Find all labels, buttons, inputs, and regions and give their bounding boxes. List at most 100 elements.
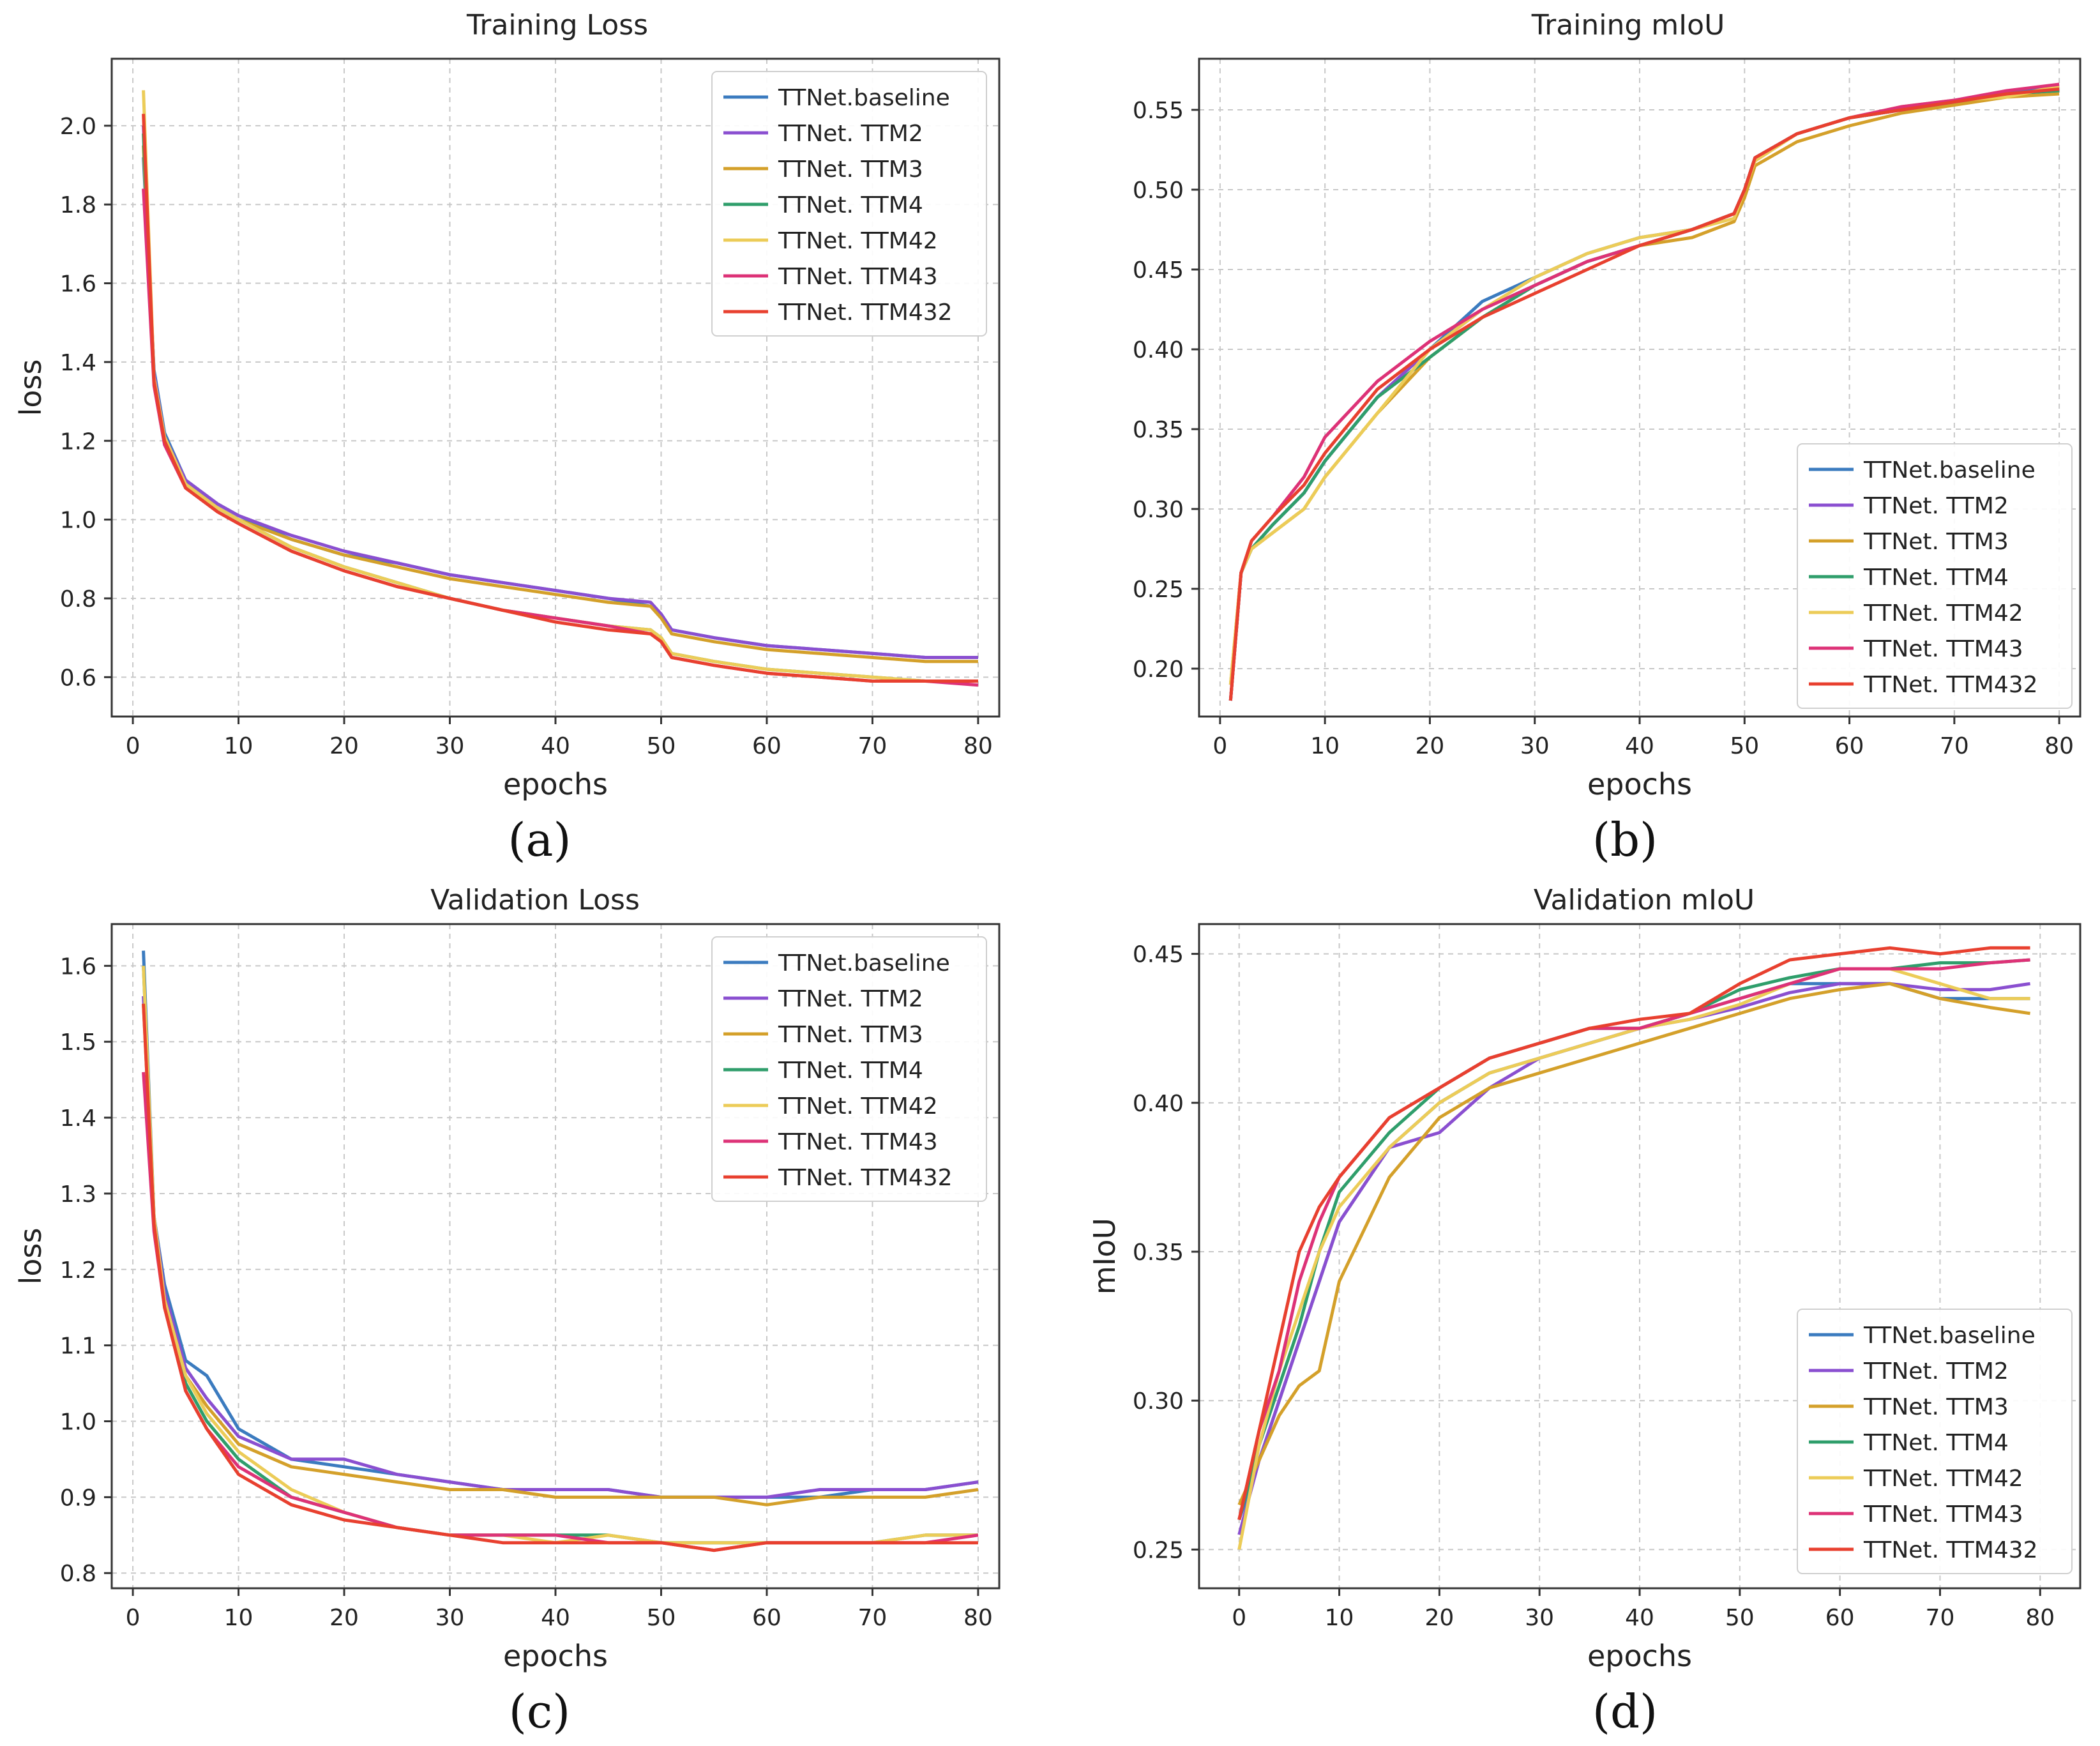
x-tick-label: 50 (647, 733, 676, 759)
x-tick-label: 50 (1730, 733, 1759, 759)
chart-title: Validation mIoU (1534, 884, 1755, 916)
legend: TTNet.baseline TTNet. TTM2 TTNet. TTM3 TTNe… (1797, 1309, 2073, 1574)
y-tick-label: 1.6 (60, 953, 96, 980)
x-tick-label: 0 (126, 733, 140, 759)
x-tick-label: 10 (1325, 1605, 1354, 1631)
legend: TTNet.baseline TTNet. TTM2 TTNet. TTM3 TTNe… (711, 936, 987, 1202)
y-tick-label: 0.35 (1133, 1240, 1184, 1266)
legend-box (711, 936, 987, 1202)
legend-entry: TTNet. TTM43 (778, 264, 938, 290)
x-tick-label: 10 (224, 733, 253, 759)
y-tick-label: 1.4 (60, 350, 96, 376)
legend-entry: TTNet. TTM432 (1863, 672, 2038, 698)
y-tick-label: 1.1 (60, 1333, 96, 1360)
y-tick-label: 1.4 (60, 1105, 96, 1132)
y-axis-label: mIoU (1087, 1218, 1122, 1294)
legend-box (1797, 443, 2073, 709)
plot-frame (110, 923, 1001, 1590)
legend-entry: TTNet. TTM2 (778, 986, 923, 1012)
legend-entry: TTNet.baseline (1863, 457, 2036, 483)
legend-entry: TTNet. TTM42 (1863, 600, 2023, 626)
legend-entry: TTNet. TTM4 (778, 1058, 923, 1084)
y-tick-label: 1.6 (60, 271, 96, 298)
x-tick-label: 50 (1725, 1605, 1755, 1631)
panel-caption: (c) (509, 1685, 571, 1738)
x-tick-label: 40 (1625, 733, 1654, 759)
y-tick-label: 0.9 (60, 1485, 96, 1511)
y-tick-label: 0.35 (1133, 417, 1184, 443)
x-tick-label: 20 (1416, 733, 1445, 759)
series-line-ttnet-ttm432 (142, 114, 978, 683)
legend-box (711, 71, 987, 337)
chart-panel-3: Validation Loss 0 10 20 30 40 50 60 70 80 0.8 0.9 1.… (13, 884, 1001, 1738)
x-tick-label: 20 (329, 733, 359, 759)
x-tick-label: 50 (647, 1605, 676, 1631)
x-tick-label: 60 (752, 733, 782, 759)
series-line-ttnet-ttm2 (142, 125, 978, 659)
x-tick-label: 80 (963, 1605, 993, 1631)
x-tick-label: 60 (1825, 1605, 1855, 1631)
legend-entry: TTNet.baseline (778, 950, 950, 976)
legend-entry: TTNet. TTM3 (778, 1022, 923, 1048)
legend-entry: TTNet. TTM2 (1863, 493, 2009, 519)
y-tick-label: 1.2 (60, 1257, 96, 1284)
x-tick-label: 20 (329, 1605, 359, 1631)
series-line-ttnet-ttm3 (1237, 982, 2030, 1506)
panel-caption: (b) (1592, 813, 1658, 867)
legend-entry: TTNet. TTM3 (778, 156, 923, 183)
series-line-ttnet-ttm432 (1228, 87, 2060, 701)
y-tick-label: 0.40 (1133, 1091, 1184, 1117)
x-tick-label: 60 (1835, 733, 1864, 759)
x-axis-label: epochs (1587, 767, 1692, 801)
chart-title: Training Loss (466, 9, 648, 42)
legend-entry: TTNet. TTM42 (1863, 1466, 2023, 1492)
legend-entry: TTNet. TTM4 (1863, 565, 2009, 591)
x-tick-label: 70 (1940, 733, 1969, 759)
legend-entry: TTNet. TTM3 (1863, 529, 2009, 555)
legend-entry: TTNet. TTM4 (1863, 1430, 2009, 1456)
legend-entry: TTNet. TTM2 (1863, 1358, 2009, 1385)
legend-entry: TTNet. TTM43 (1863, 1501, 2023, 1528)
legend-entry: TTNet. TTM432 (1863, 1537, 2038, 1563)
x-tick-label: 80 (2025, 1605, 2055, 1631)
legend-entry: TTNet. TTM2 (778, 121, 923, 147)
chart-title: Training mIoU (1531, 9, 1725, 42)
x-tick-label: 20 (1424, 1605, 1454, 1631)
x-tick-label: 70 (1926, 1605, 1955, 1631)
x-tick-label: 40 (541, 733, 570, 759)
legend-entry: TTNet. TTM42 (778, 1093, 938, 1120)
legend-entry: TTNet. TTM42 (778, 228, 938, 254)
x-tick-label: 10 (1310, 733, 1340, 759)
x-axis-label: epochs (1587, 1639, 1692, 1673)
x-tick-label: 30 (1525, 1605, 1554, 1631)
legend-box (1797, 1309, 2073, 1574)
x-tick-label: 10 (224, 1605, 253, 1631)
legend-entry: TTNet. TTM43 (778, 1129, 938, 1155)
y-tick-label: 0.25 (1133, 577, 1184, 603)
y-tick-label: 0.8 (60, 1561, 96, 1587)
x-tick-label: 0 (1212, 733, 1227, 759)
y-tick-label: 2.0 (60, 114, 96, 140)
legend-entry: TTNet. TTM432 (778, 1165, 953, 1191)
y-tick-label: 0.40 (1133, 337, 1184, 363)
x-tick-label: 30 (435, 1605, 465, 1631)
y-tick-label: 1.3 (60, 1181, 96, 1208)
legend-entry: TTNet. TTM4 (778, 192, 923, 218)
x-tick-label: 70 (858, 733, 888, 759)
y-tick-label: 0.8 (60, 586, 96, 612)
x-tick-label: 70 (858, 1605, 888, 1631)
x-tick-label: 80 (2044, 733, 2074, 759)
series-line-ttnet-ttm432 (1237, 946, 2030, 1521)
plot-frame (110, 57, 1001, 718)
y-tick-label: 1.8 (60, 192, 96, 218)
x-tick-label: 30 (1520, 733, 1550, 759)
series-line-ttnet-ttm2 (142, 996, 979, 1499)
y-tick-label: 0.45 (1133, 942, 1184, 968)
y-tick-label: 1.0 (60, 508, 96, 534)
chart-panel-1: Training Loss 0 10 20 30 40 50 60 70 80 0.6 0.8 1.0 1… (13, 9, 1001, 867)
x-tick-label: 0 (1232, 1605, 1246, 1631)
plot-frame (1198, 923, 2081, 1590)
y-tick-label: 0.45 (1133, 257, 1184, 284)
y-tick-label: 1.2 (60, 429, 96, 455)
